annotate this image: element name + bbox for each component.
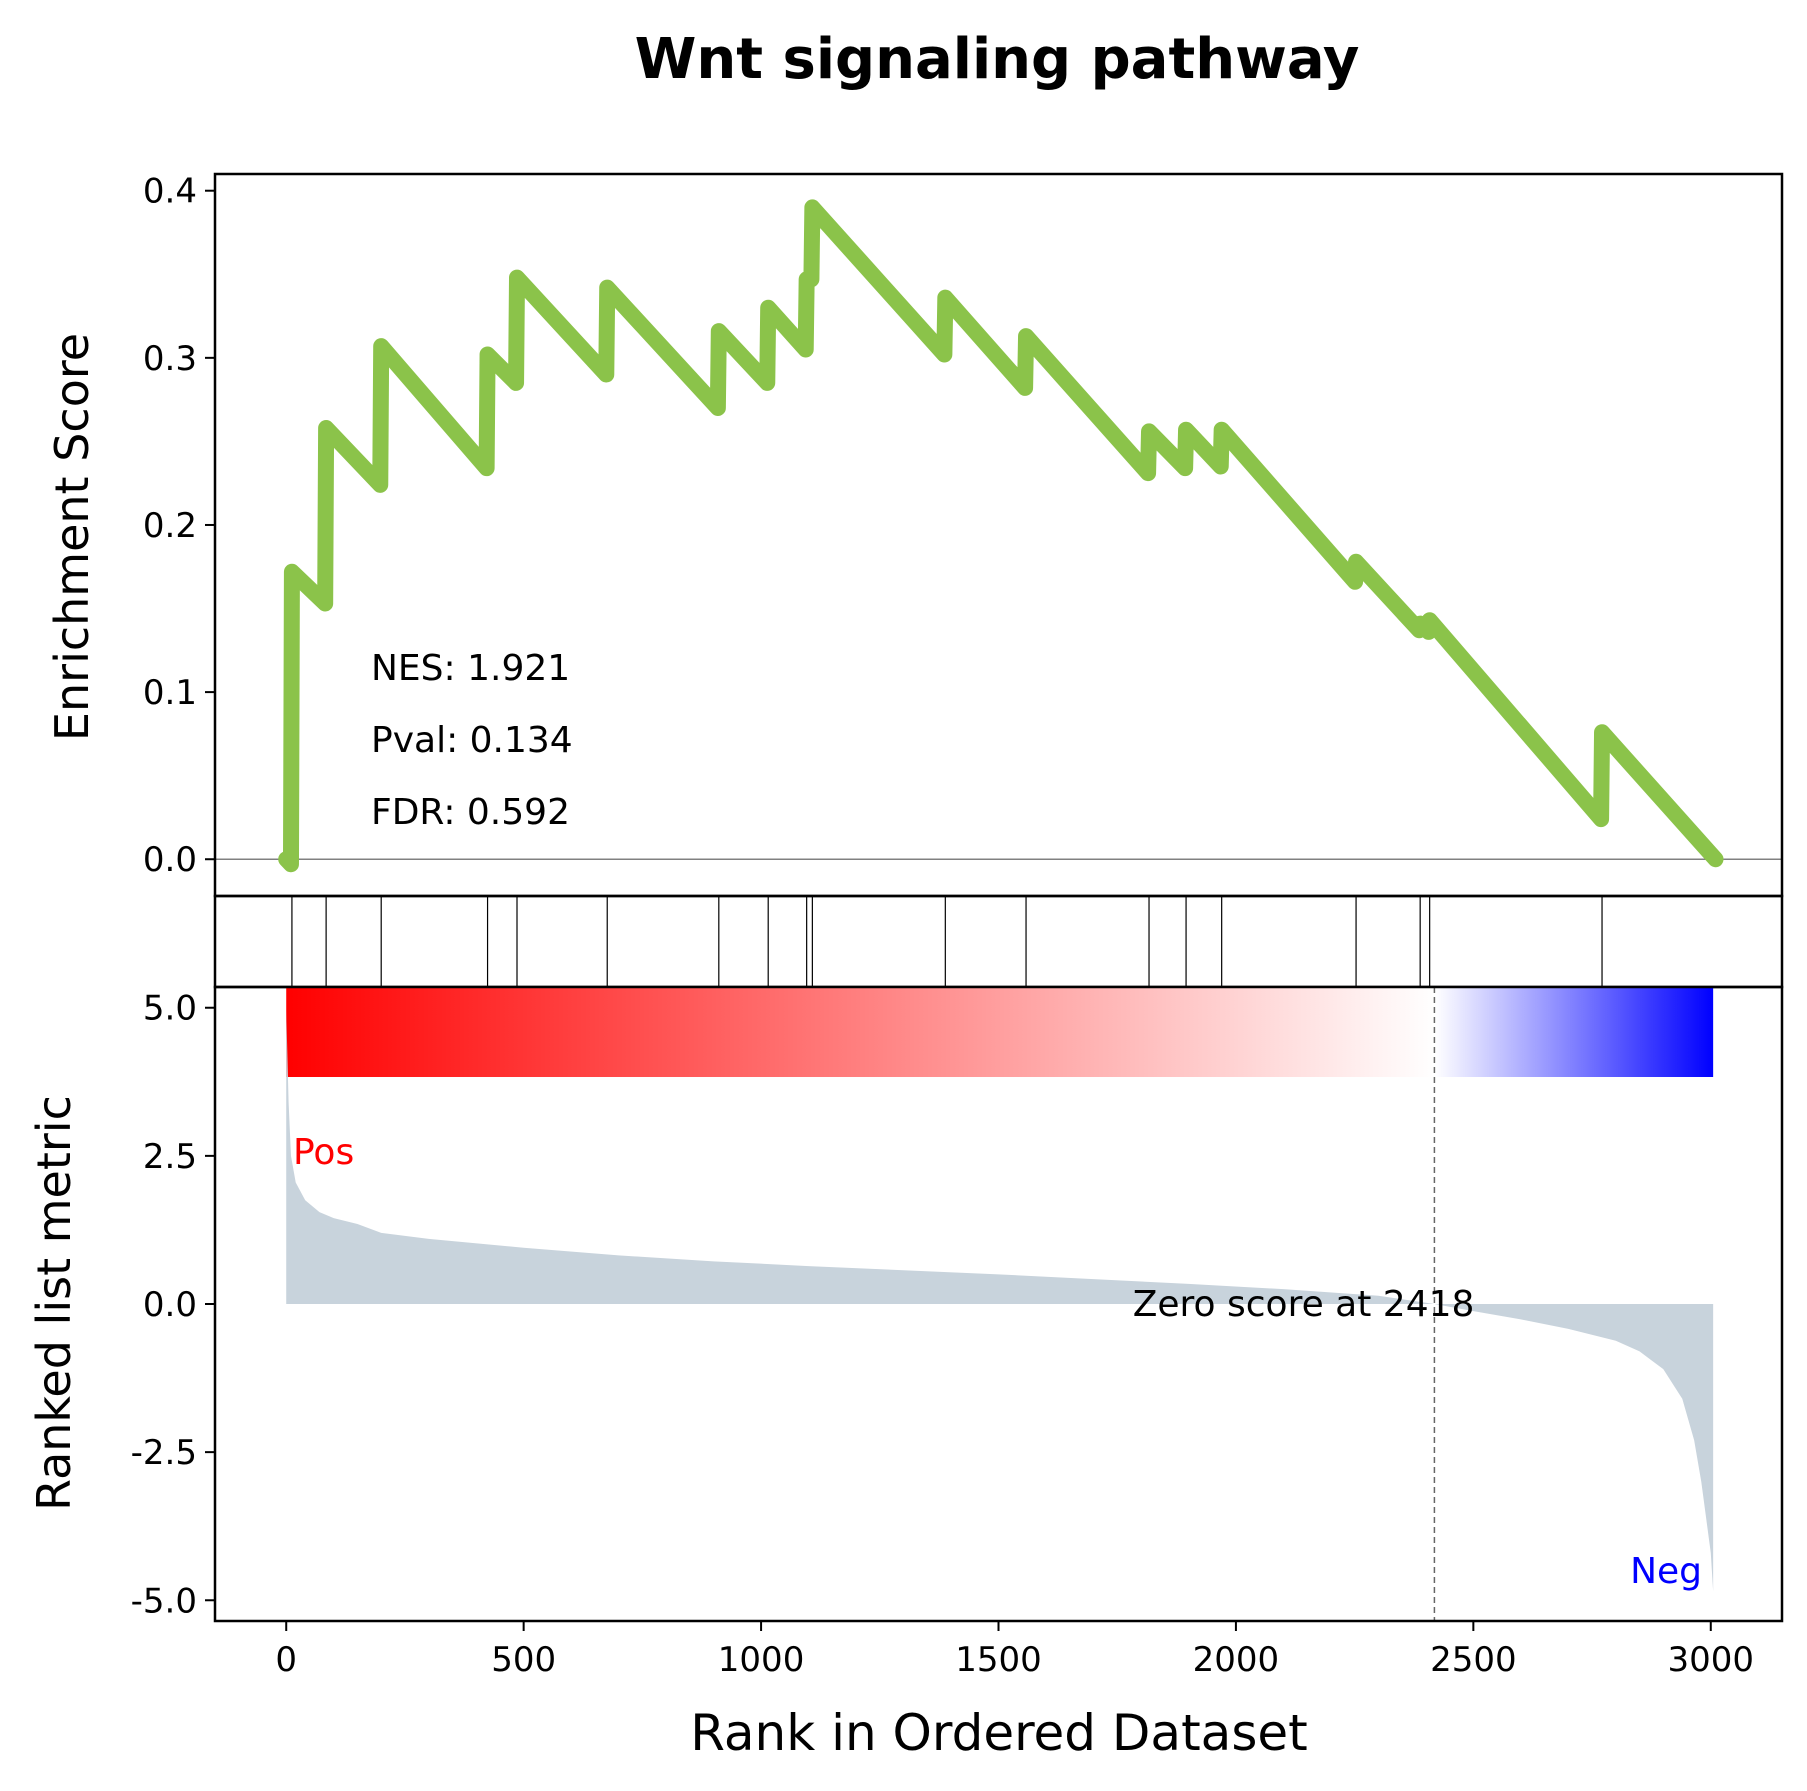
x-tick-label: 3000 bbox=[1668, 1640, 1755, 1680]
es-y-axis: 0.0 0.1 0.2 0.3 0.4 bbox=[143, 172, 215, 880]
nes-annotation: NES: 1.921 bbox=[371, 648, 570, 689]
hit-markers bbox=[291, 896, 1603, 987]
x-tick-label: 2500 bbox=[1430, 1640, 1517, 1680]
es-y-tick-label: 0.4 bbox=[143, 172, 197, 212]
x-tick-label: 1500 bbox=[955, 1640, 1042, 1680]
es-curve bbox=[278, 199, 1724, 873]
rank-y-tick-label: -2.5 bbox=[131, 1433, 197, 1473]
rank-y-tick-label: -5.0 bbox=[131, 1581, 197, 1621]
zero-score-label: Zero score at 2418 bbox=[1133, 1284, 1475, 1325]
neg-label: Neg bbox=[1630, 1551, 1702, 1592]
rank-y-axis: 5.0 2.5 0.0 -2.5 -5.0 bbox=[131, 989, 215, 1621]
fdr-annotation: FDR: 0.592 bbox=[371, 792, 570, 833]
ranked-panel: Zero score at 2418 Pos Neg 5.0 2.5 0.0 -2.5… bbox=[27, 985, 1784, 1762]
hits-panel-frame bbox=[213, 894, 1784, 989]
enrichment-panel: 0.0 0.1 0.2 0.3 0.4 NES: 1.921 Pval: 0.134 F… bbox=[45, 172, 1784, 898]
chart-title: Wnt signaling pathway bbox=[635, 27, 1360, 92]
es-y-tick-label: 0.0 bbox=[143, 840, 197, 880]
x-tick-label: 500 bbox=[491, 1640, 556, 1680]
ranked-metric-area bbox=[286, 1010, 1714, 1592]
hits-panel bbox=[213, 894, 1784, 989]
rank-y-axis-label: Ranked list metric bbox=[27, 1095, 81, 1511]
x-axis: 0 500 1000 1500 2000 2500 3000 bbox=[275, 1621, 1754, 1680]
x-tick-label: 0 bbox=[275, 1640, 297, 1680]
x-tick-label: 2000 bbox=[1193, 1640, 1280, 1680]
es-y-tick-label: 0.3 bbox=[143, 339, 197, 379]
es-y-axis-label: Enrichment Score bbox=[45, 333, 99, 741]
es-y-tick-label: 0.1 bbox=[143, 673, 197, 713]
es-y-tick-label: 0.2 bbox=[143, 506, 197, 546]
rank-colorbar bbox=[286, 987, 1714, 1077]
x-tick-label: 1000 bbox=[718, 1640, 805, 1680]
rank-y-tick-label: 0.0 bbox=[143, 1285, 197, 1325]
rank-y-tick-label: 2.5 bbox=[143, 1137, 197, 1177]
pos-label: Pos bbox=[293, 1132, 354, 1173]
es-panel-frame bbox=[213, 172, 1784, 898]
pval-annotation: Pval: 0.134 bbox=[371, 720, 573, 761]
rank-y-tick-label: 5.0 bbox=[143, 989, 197, 1029]
x-axis-label: Rank in Ordered Dataset bbox=[690, 1704, 1307, 1762]
